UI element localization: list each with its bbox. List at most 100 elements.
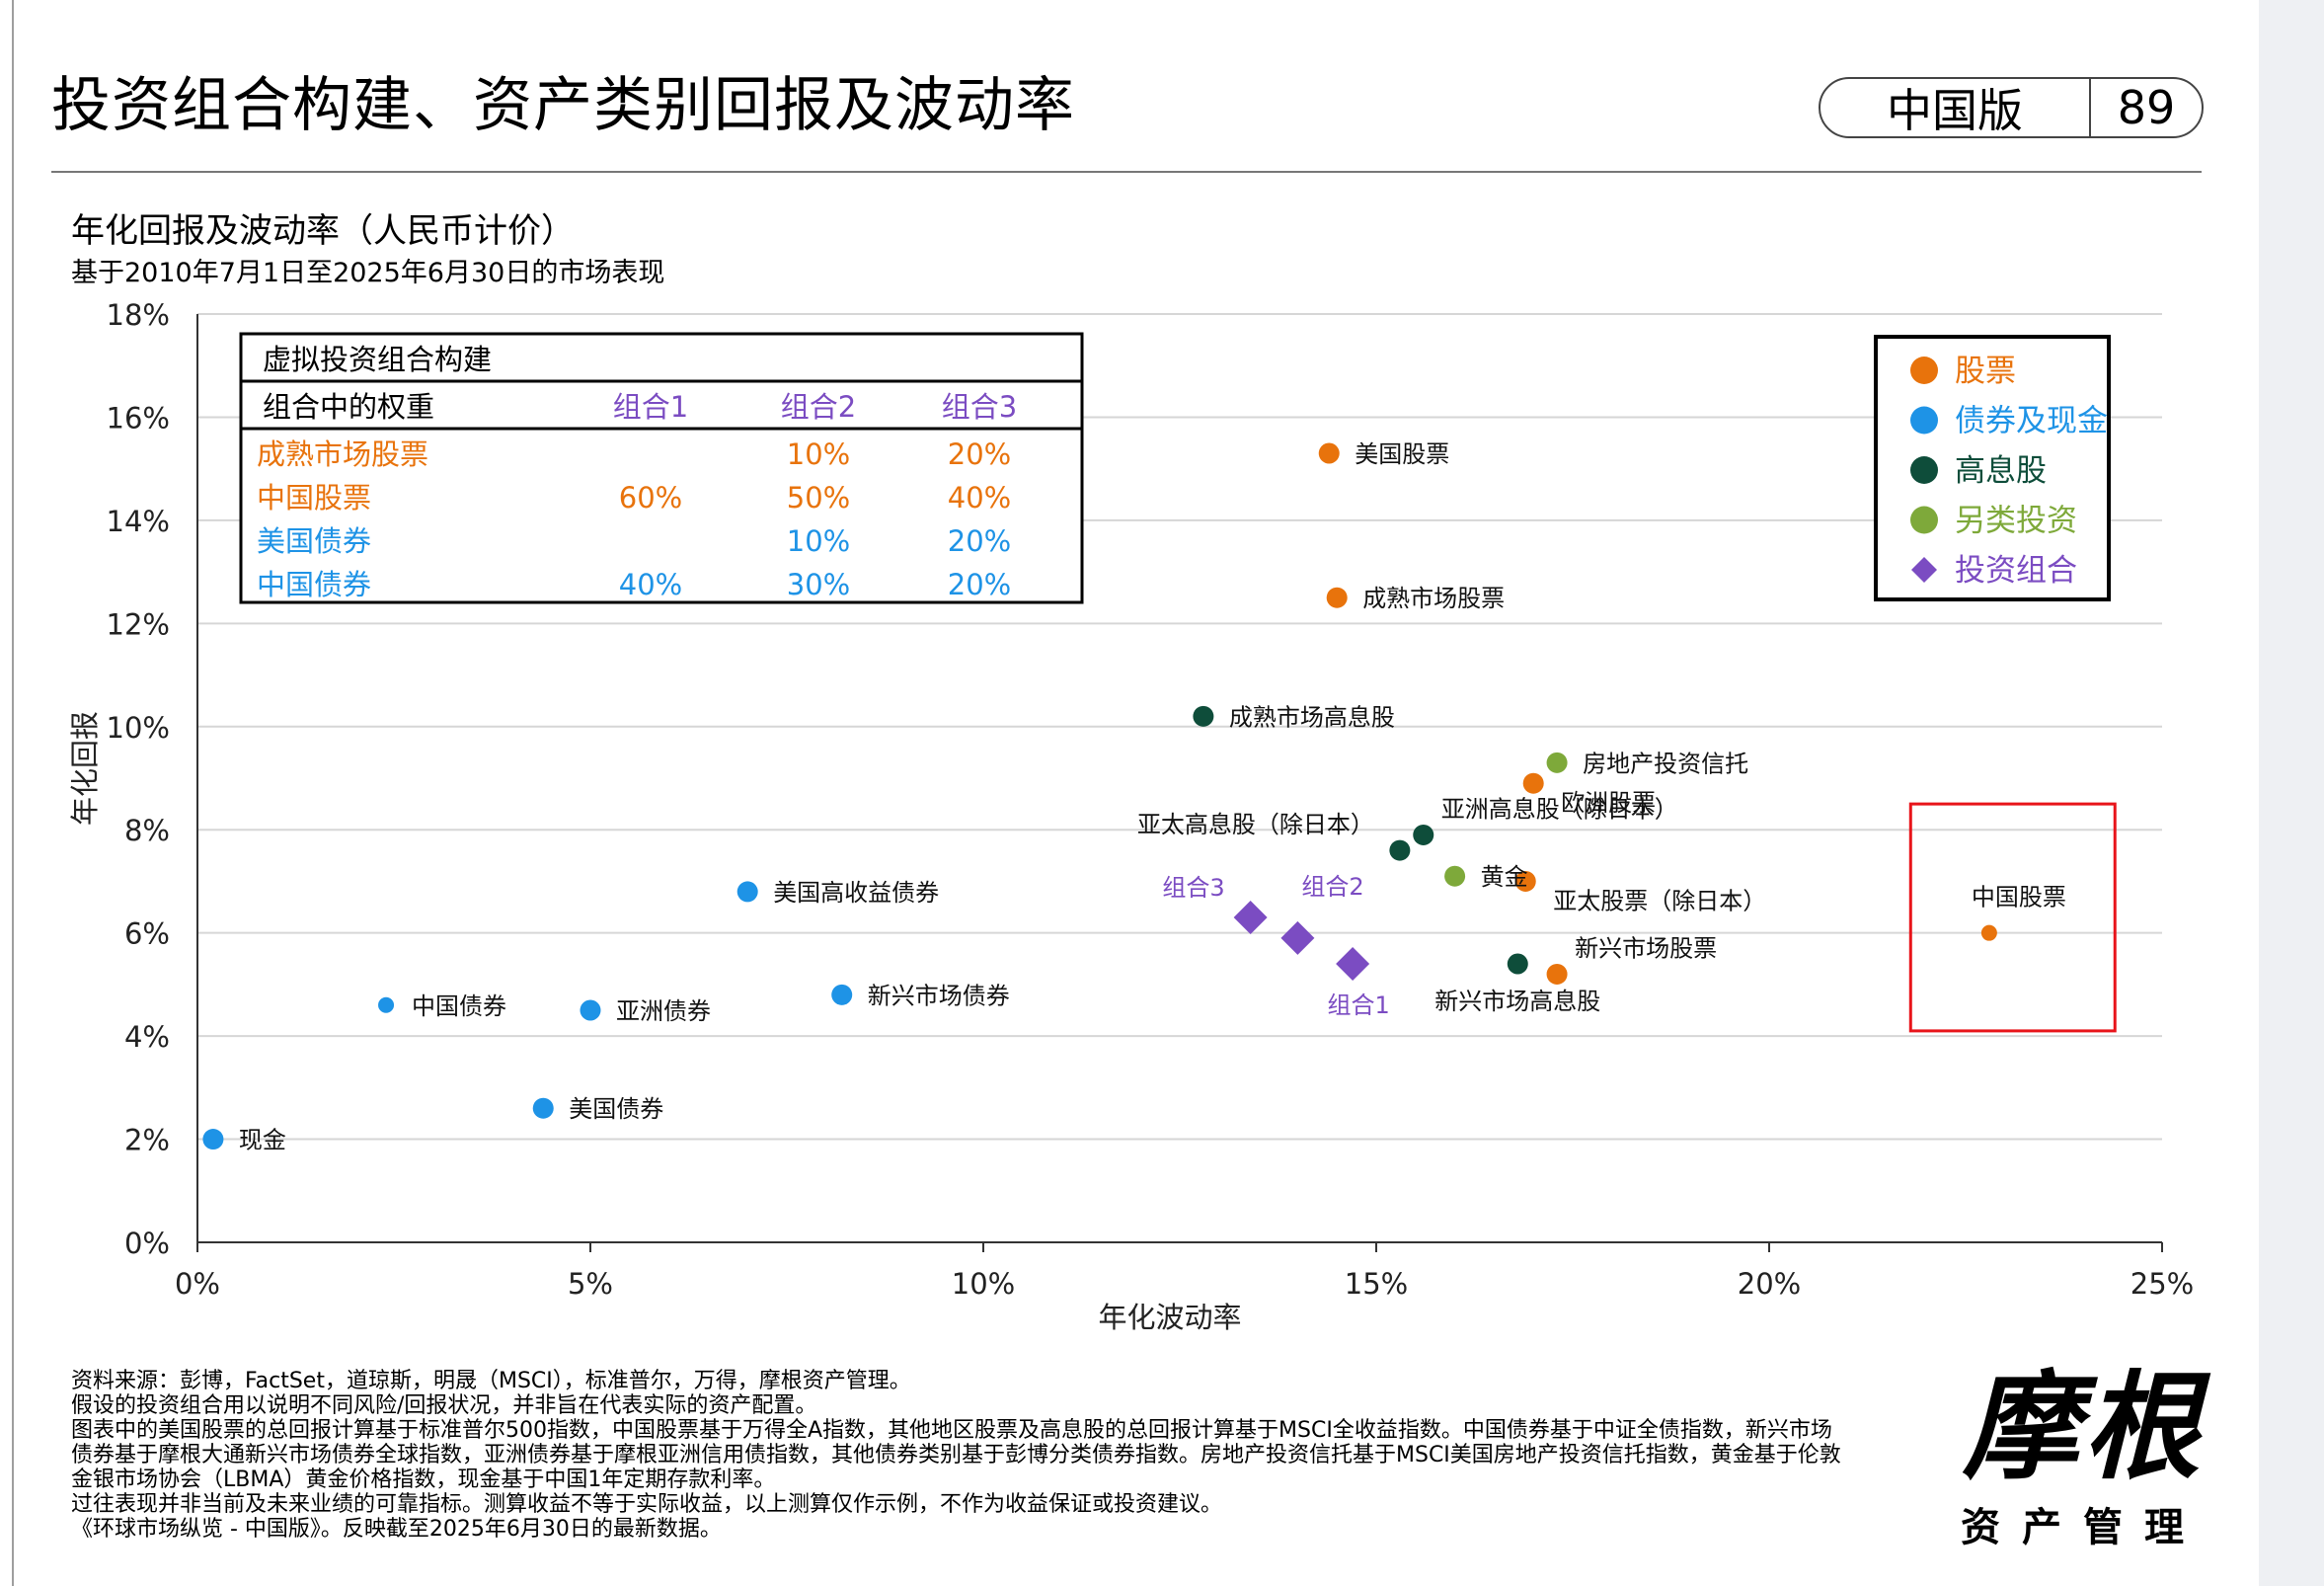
x-tick-label: 15% bbox=[1345, 1267, 1408, 1301]
page-border bbox=[12, 0, 14, 1586]
weights-table-column-header: 组合1 bbox=[613, 390, 688, 424]
legend-label: 高息股 bbox=[1955, 453, 2047, 489]
y-tick-label: 2% bbox=[124, 1124, 170, 1157]
point-label: 新兴市场高息股 bbox=[1434, 988, 1600, 1015]
point-label: 成熟市场高息股 bbox=[1229, 703, 1395, 731]
edition-label: 中国版 bbox=[1887, 84, 2023, 137]
legend-marker bbox=[1910, 506, 1938, 534]
x-tick-label: 5% bbox=[568, 1267, 613, 1301]
data-point bbox=[1389, 839, 1411, 861]
weights-table-title: 虚拟投资组合构建 bbox=[263, 343, 492, 376]
weights-table-cell: 10% bbox=[787, 437, 850, 471]
weights-table-cell: 40% bbox=[619, 568, 682, 601]
x-tick-label: 0% bbox=[175, 1267, 220, 1301]
weights-table-cell: 40% bbox=[948, 481, 1011, 515]
weights-table-cell: 20% bbox=[948, 524, 1011, 558]
legend-marker bbox=[1911, 557, 1937, 583]
point-label: 欧洲股票 bbox=[1561, 789, 1656, 817]
y-tick-label: 18% bbox=[107, 298, 170, 332]
data-point bbox=[580, 999, 601, 1021]
y-tick-label: 10% bbox=[107, 711, 170, 745]
portfolio-point bbox=[1336, 947, 1370, 981]
y-tick-label: 4% bbox=[124, 1020, 170, 1054]
legend-label: 投资组合 bbox=[1955, 553, 2077, 589]
data-point bbox=[736, 881, 758, 903]
point-label: 新兴市场股票 bbox=[1575, 934, 1717, 962]
weights-table-cell: 60% bbox=[619, 481, 682, 515]
point-label: 亚洲高息股（除日本） bbox=[1441, 795, 1678, 823]
page-number: 89 bbox=[2117, 81, 2176, 134]
data-point bbox=[1318, 442, 1340, 464]
point-label: 中国股票 bbox=[1972, 884, 2066, 912]
point-label: 现金 bbox=[239, 1127, 286, 1154]
footnote-line: 图表中的美国股票的总回报计算基于标准普尔500指数，中国股票基于万得全A指数，其… bbox=[71, 1418, 1832, 1443]
brand-logo: 摩根 资产管理 bbox=[1960, 1363, 2207, 1552]
data-point bbox=[1444, 865, 1466, 887]
point-label: 黄金 bbox=[1481, 863, 1528, 891]
highlight-box bbox=[1908, 802, 2117, 1033]
footnote-line: 假设的投资组合用以说明不同风险/回报状况，并非旨在代表实际的资产配置。 bbox=[71, 1393, 817, 1418]
legend-marker bbox=[1910, 406, 1938, 435]
weights-table-column-header: 组合3 bbox=[942, 390, 1017, 424]
legend-label: 股票 bbox=[1955, 354, 2016, 389]
title-divider bbox=[51, 171, 2202, 173]
data-point bbox=[1413, 824, 1434, 845]
portfolio-label: 组合2 bbox=[1301, 873, 1363, 901]
x-tick-label: 10% bbox=[952, 1267, 1015, 1301]
y-tick-label: 8% bbox=[124, 814, 170, 847]
footnote-line: 金银市场协会（LBMA）黄金价格指数，现金基于中国1年定期存款利率。 bbox=[71, 1467, 776, 1492]
data-point bbox=[1514, 870, 1536, 892]
y-axis-label: 年化回报 bbox=[68, 711, 102, 826]
legend-box bbox=[1874, 335, 2111, 601]
x-axis-label: 年化波动率 bbox=[1098, 1301, 1241, 1334]
weights-table-header: 组合中的权重 bbox=[263, 390, 434, 424]
point-label: 美国债券 bbox=[569, 1095, 663, 1123]
x-tick-label: 25% bbox=[2130, 1267, 2194, 1301]
weights-table-row-name: 中国股票 bbox=[257, 481, 371, 515]
data-point bbox=[1546, 963, 1568, 985]
brand-tagline: 资产管理 bbox=[1961, 1505, 2206, 1550]
edition-divider bbox=[2089, 77, 2091, 138]
data-point bbox=[1507, 953, 1528, 975]
point-label: 亚太股票（除日本） bbox=[1553, 887, 1766, 914]
edition-badge: 中国版 89 bbox=[1819, 77, 2204, 138]
data-point bbox=[532, 1097, 554, 1119]
legend-marker bbox=[1910, 456, 1938, 484]
footnote-line: 过往表现并非当前及未来业绩的可靠指标。测算收益不等于实际收益，以上测算仅作示例，… bbox=[71, 1492, 1223, 1517]
weights-table-cell: 30% bbox=[787, 568, 850, 601]
point-label: 中国债券 bbox=[412, 992, 506, 1020]
legend-marker bbox=[1910, 357, 1938, 384]
weights-table-row-name: 成熟市场股票 bbox=[257, 437, 428, 471]
x-tick-label: 20% bbox=[1738, 1267, 1801, 1301]
y-tick-label: 14% bbox=[107, 505, 170, 538]
portfolio-label: 组合1 bbox=[1327, 991, 1389, 1019]
point-label: 亚洲债券 bbox=[616, 997, 711, 1025]
portfolio-label: 组合3 bbox=[1162, 874, 1224, 902]
footnote-line: 资料来源：彭博，FactSet，道琼斯，明晟（MSCI），标准普尔，万得，摩根资… bbox=[71, 1369, 911, 1393]
portfolio-point bbox=[1280, 920, 1315, 955]
weights-table-cell: 20% bbox=[948, 568, 1011, 601]
chart-subtitle: 基于2010年7月1日至2025年6月30日的市场表现 bbox=[71, 258, 665, 288]
point-label: 亚太高息股（除日本） bbox=[1137, 811, 1374, 838]
footnotes: 资料来源：彭博，FactSet，道琼斯，明晟（MSCI），标准普尔，万得，摩根资… bbox=[71, 1369, 1967, 1542]
data-point bbox=[378, 996, 395, 1013]
y-tick-label: 6% bbox=[124, 917, 170, 951]
weights-table-column-header: 组合2 bbox=[781, 390, 856, 424]
point-label: 美国高收益债券 bbox=[773, 879, 939, 907]
point-label: 成熟市场股票 bbox=[1362, 585, 1505, 612]
data-point bbox=[1546, 752, 1568, 773]
legend-label: 另类投资 bbox=[1955, 504, 2077, 539]
weights-table-row-name: 中国债券 bbox=[257, 568, 371, 601]
weights-table-frame bbox=[239, 332, 1084, 604]
data-point bbox=[1980, 924, 1997, 941]
data-point bbox=[831, 984, 853, 1005]
weights-table-cell: 10% bbox=[787, 524, 850, 558]
point-label: 房地产投资信托 bbox=[1583, 750, 1748, 777]
brand-logo-text: 摩根 bbox=[1962, 1358, 2204, 1495]
data-point bbox=[1522, 772, 1544, 794]
data-point bbox=[1326, 587, 1348, 608]
data-point bbox=[1193, 705, 1214, 727]
legend-label: 债券及现金 bbox=[1955, 404, 2108, 439]
y-tick-label: 16% bbox=[107, 401, 170, 435]
